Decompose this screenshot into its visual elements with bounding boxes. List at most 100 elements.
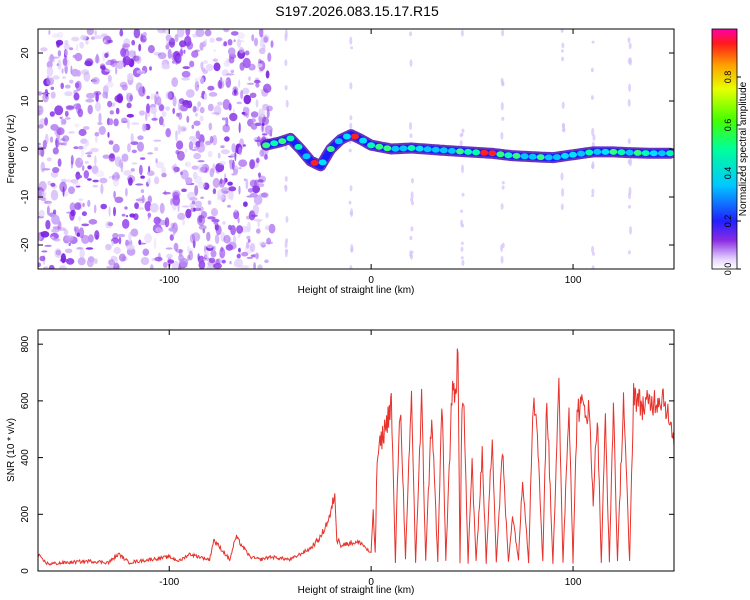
noise-speckle [109,118,114,126]
noise-speckle [199,115,204,122]
noise-streak [284,144,288,151]
noise-streak [285,99,289,108]
noise-speckle [194,49,200,52]
noise-speckle [212,58,218,62]
noise-speckle [207,85,215,91]
noise-speckle [93,258,98,265]
noise-speckle [201,67,206,72]
noise-speckle [236,38,242,48]
noise-speckle [57,31,64,39]
noise-speckle [210,250,217,258]
noise-speckle [147,195,152,204]
noise-speckle [69,79,74,84]
noise-streak [284,85,288,91]
ridge-blob [561,152,569,159]
noise-speckle [146,103,150,114]
noise-speckle [53,238,61,242]
snr-xlabel: Height of straight line (km) [298,585,415,596]
noise-speckle [227,47,236,56]
noise-speckle [98,126,106,135]
ridge-blob [415,145,424,152]
noise-speckle [117,233,126,238]
spectrogram-plot-area [38,29,674,269]
noise-speckle [206,231,211,242]
noise-speckle [170,222,175,229]
noise-speckle [81,148,84,158]
noise-speckle [150,93,154,101]
noise-speckle [263,36,269,43]
noise-speckle [101,33,108,37]
noise-streak [348,148,352,153]
noise-speckle [55,39,64,46]
noise-speckle [81,211,87,217]
noise-speckle [246,195,253,198]
noise-speckle [217,152,221,159]
noise-speckle [155,158,158,164]
noise-speckle [124,206,128,210]
noise-speckle [121,213,126,217]
noise-speckle [259,38,265,49]
noise-speckle [213,105,222,116]
noise-speckle [175,249,184,253]
noise-speckle [220,232,226,243]
noise-speckle [63,137,68,147]
noise-speckle [100,183,104,195]
noise-speckle [70,154,74,165]
noise-speckle [135,183,144,186]
noise-speckle [43,266,49,269]
noise-speckle [87,256,95,263]
snr-panel: -100 0 100 0 200 400 600 800 Height of straight… [6,329,675,596]
noise-speckle [182,128,186,131]
noise-speckle [232,235,237,246]
noise-speckle [221,259,226,264]
noise-speckle [253,262,256,269]
noise-speckle [62,57,68,66]
noise-speckle [178,265,182,269]
noise-streak [500,101,504,111]
y-tick-label: 20 [20,47,31,59]
x-tick-label: -100 [159,577,179,588]
noise-speckle [73,226,77,232]
noise-speckle [57,158,62,167]
noise-speckle [236,101,242,105]
noise-speckle [57,59,62,70]
noise-speckle [64,110,69,117]
noise-speckle [153,139,162,142]
noise-speckle [253,195,263,205]
noise-speckle [181,205,190,208]
noise-streak [349,115,353,121]
noise-speckle [194,80,200,92]
noise-speckle [197,212,201,216]
noise-speckle [195,141,201,148]
noise-speckle [73,182,81,187]
noise-speckle [183,49,186,54]
noise-speckle [95,101,101,112]
noise-speckle [182,219,186,226]
noise-speckle [201,163,210,174]
noise-speckle [155,161,165,169]
noise-streak [409,59,413,67]
noise-speckle [50,86,55,91]
noise-speckle [209,135,214,144]
noise-speckle [130,133,134,143]
noise-speckle [188,250,193,261]
noise-speckle [202,60,209,65]
noise-speckle [250,63,254,69]
noise-speckle [154,176,160,185]
noise-speckle [140,175,145,179]
noise-speckle [187,254,191,261]
noise-speckle [87,199,91,208]
noise-speckle [266,108,270,119]
noise-streak [459,133,463,138]
noise-streak [284,176,288,182]
noise-speckle [51,33,60,38]
noise-speckle [227,39,233,46]
noise-streak [349,265,353,269]
noise-speckle [118,159,124,169]
noise-speckle [129,213,136,218]
noise-speckle [65,117,71,120]
noise-speckle [222,106,229,109]
noise-speckle [142,248,150,256]
noise-speckle [223,60,230,67]
noise-speckle [55,249,62,256]
